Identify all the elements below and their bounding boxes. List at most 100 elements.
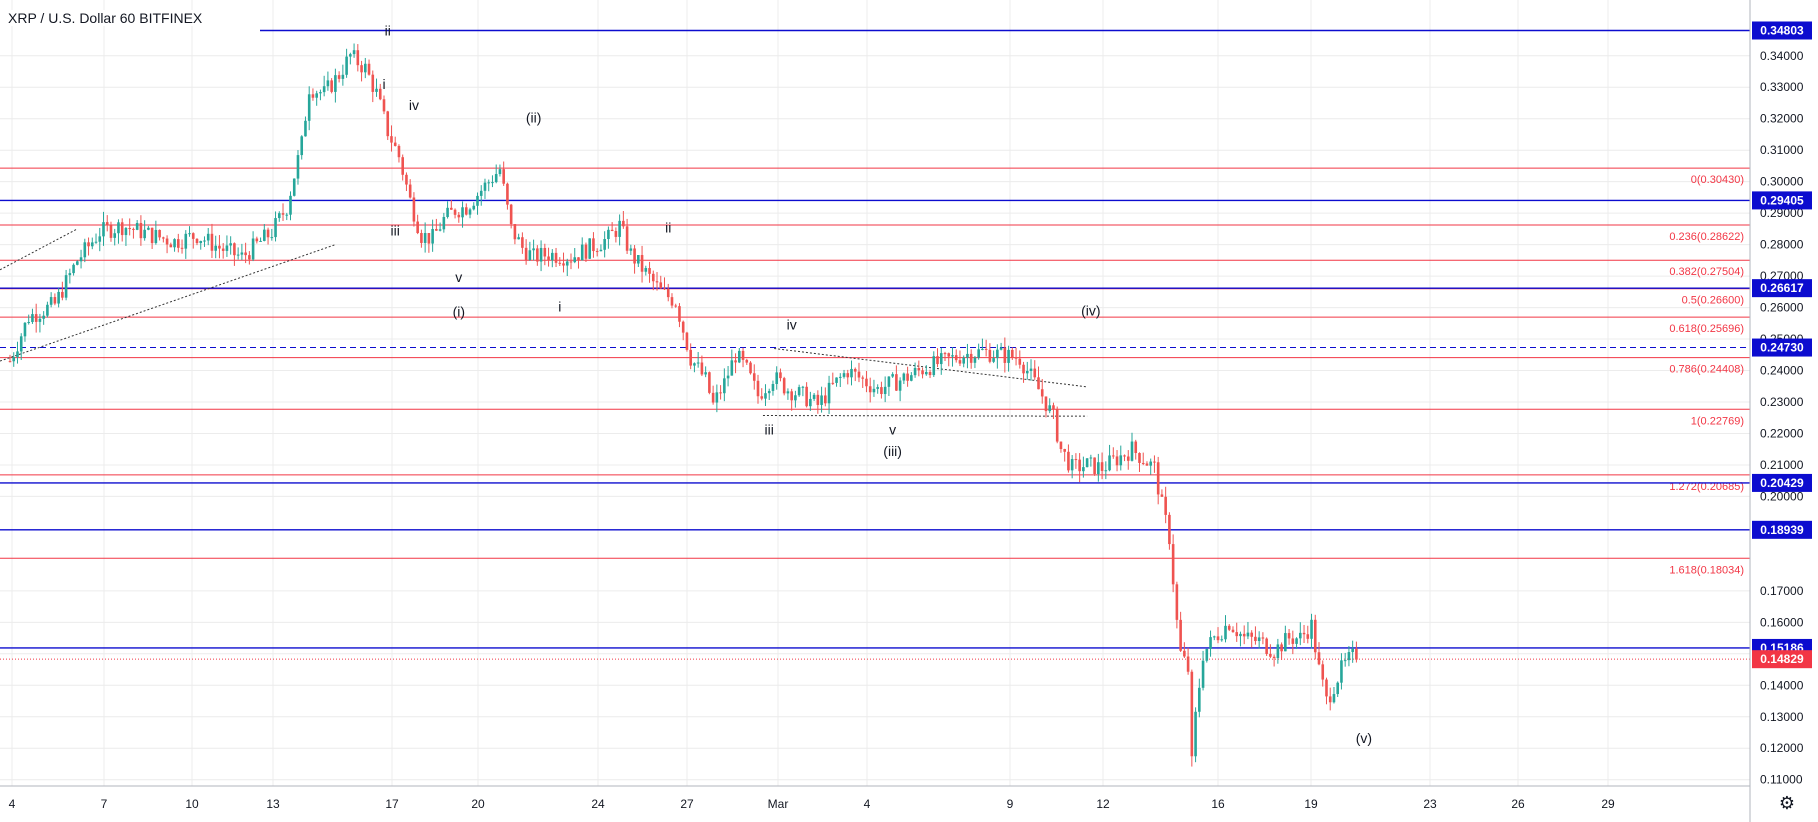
candle-body xyxy=(300,136,304,156)
candle-body xyxy=(741,350,745,360)
candle-body xyxy=(487,182,491,184)
candle-body xyxy=(891,374,894,377)
candle-body xyxy=(53,297,57,304)
candle-body xyxy=(872,388,876,393)
candle-body xyxy=(816,394,820,405)
candle-body xyxy=(203,240,206,242)
candle-body xyxy=(158,229,161,238)
y-tick-label: 0.29000 xyxy=(1760,206,1804,220)
candle-body xyxy=(809,398,812,407)
fib-level-label: 0.786(0.24408) xyxy=(1669,364,1744,376)
candle-body xyxy=(1224,625,1227,640)
candle-body xyxy=(939,353,943,365)
candle-body xyxy=(603,239,606,250)
price-badge-label: 0.26617 xyxy=(1760,281,1804,295)
candle-body xyxy=(622,220,625,227)
candle-body xyxy=(113,233,117,238)
candle-body xyxy=(752,373,756,381)
last-price-badge xyxy=(1752,650,1812,669)
candle-body xyxy=(999,347,1003,350)
candle-body xyxy=(932,356,936,376)
candle-body xyxy=(68,273,72,276)
candle-body xyxy=(1310,619,1313,639)
candle-body xyxy=(618,220,621,237)
candle-body xyxy=(558,262,562,264)
candle-body xyxy=(1235,632,1239,637)
candle-body xyxy=(790,391,793,401)
candle-body xyxy=(584,244,588,259)
fib-level-label: 0.5(0.26600) xyxy=(1682,295,1744,307)
x-tick-label: 9 xyxy=(1007,797,1014,811)
candle-body xyxy=(1011,349,1014,358)
candle-body xyxy=(651,273,655,282)
candle-body xyxy=(969,353,973,363)
candle-body xyxy=(812,394,816,399)
candle-body xyxy=(79,257,83,262)
candle-body xyxy=(913,368,917,376)
candle-body xyxy=(865,378,868,387)
y-tick-label: 0.11000 xyxy=(1760,773,1803,787)
candle-body xyxy=(87,242,90,247)
candle-body xyxy=(1332,694,1336,703)
candle-body xyxy=(1343,660,1347,662)
candle-body xyxy=(958,360,962,364)
candle-body xyxy=(169,244,173,248)
trend-lines xyxy=(0,228,1088,417)
candle-body xyxy=(57,291,60,304)
price-badge xyxy=(1752,191,1812,210)
x-tick-label: 7 xyxy=(101,797,108,811)
candle-body xyxy=(1302,632,1306,635)
candle-body xyxy=(767,390,771,394)
x-tick-label: 29 xyxy=(1601,797,1615,811)
candle-body xyxy=(711,392,715,403)
candle-body xyxy=(670,297,674,306)
candle-body xyxy=(491,182,494,184)
x-tick-label: Mar xyxy=(768,797,789,811)
trendline[interactable] xyxy=(0,244,336,362)
candle-body xyxy=(992,358,995,362)
candle-body xyxy=(1336,682,1339,695)
candle-body xyxy=(165,238,169,245)
candle-body xyxy=(1220,639,1224,641)
candle-body xyxy=(801,386,805,388)
x-tick-label: 16 xyxy=(1211,797,1225,811)
candle-body xyxy=(416,221,419,234)
candle-body xyxy=(681,321,685,333)
candle-body xyxy=(322,86,326,93)
candle-body xyxy=(887,376,891,387)
trendline[interactable] xyxy=(0,228,78,271)
candle-body xyxy=(524,247,528,261)
candle-body xyxy=(1198,687,1201,712)
candle-body xyxy=(1269,653,1272,657)
wave-label: (iv) xyxy=(1081,302,1100,318)
candle-body xyxy=(177,239,180,248)
candle-body xyxy=(966,353,969,358)
settings-icon[interactable]: ⚙ xyxy=(1778,793,1796,813)
candle-body xyxy=(1246,632,1250,637)
candle-body xyxy=(868,386,872,393)
wave-label: iv xyxy=(409,97,419,113)
candle-body xyxy=(1119,455,1123,466)
candle-body xyxy=(1003,347,1007,363)
candle-body xyxy=(94,241,98,243)
candle-body xyxy=(274,218,277,238)
y-tick-label: 0.32000 xyxy=(1760,112,1804,126)
candle-body xyxy=(962,357,965,364)
fib-level-label: 0.236(0.28622) xyxy=(1669,231,1744,243)
candle-body xyxy=(805,386,808,407)
candle-body xyxy=(401,157,404,175)
candle-body xyxy=(910,375,913,381)
candle-body xyxy=(719,392,722,394)
x-tick-label: 24 xyxy=(591,797,605,811)
candle-body xyxy=(1007,349,1010,363)
trendline[interactable] xyxy=(762,415,1088,417)
candle-body xyxy=(270,237,274,239)
candle-body xyxy=(827,382,831,404)
candle-body xyxy=(876,387,879,389)
candle-body xyxy=(614,231,618,237)
candle-body xyxy=(135,222,139,230)
candle-body xyxy=(1306,634,1310,639)
candle-body xyxy=(625,226,629,251)
trendline[interactable] xyxy=(774,347,1088,388)
